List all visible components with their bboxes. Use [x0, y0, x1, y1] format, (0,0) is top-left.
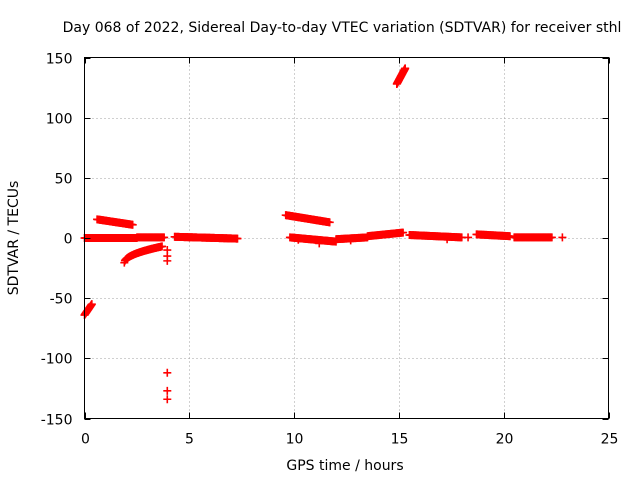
data-point-rise-to-15: [399, 228, 408, 237]
y-axis-title: SDTVAR / TECUs: [6, 181, 22, 296]
data-layer: [80, 64, 567, 404]
x-tick-label: 25: [601, 432, 619, 448]
data-point: [443, 235, 452, 244]
x-tick-label: 0: [81, 432, 90, 448]
data-point: [163, 256, 172, 265]
data-point-drop-early: [87, 300, 96, 309]
x-tick-label: 5: [185, 432, 194, 448]
x-tick-label: 20: [496, 432, 514, 448]
data-point: [163, 368, 172, 377]
data-point-arc-neg20-to-neg7: [158, 242, 167, 251]
data-point: [163, 395, 172, 404]
data-point-spike-15: [401, 64, 410, 73]
data-point: [464, 233, 473, 242]
data-point-near-zero-early-2: [160, 233, 169, 242]
data-point: [163, 386, 172, 395]
y-tick-label: -50: [50, 292, 73, 308]
y-tick-label: 0: [64, 232, 73, 248]
data-point-near-zero-21-22: [547, 233, 556, 242]
data-point: [346, 236, 355, 245]
data-point: [558, 233, 567, 242]
x-tick-label: 15: [391, 432, 409, 448]
data-point: [294, 235, 303, 244]
chart-title: Day 068 of 2022, Sidereal Day-to-day VTE…: [63, 20, 622, 36]
data-point: [315, 239, 324, 248]
x-tick-label: 10: [286, 432, 304, 448]
y-tick-label: 50: [55, 172, 73, 188]
data-point-arc-19-to-13: [325, 218, 334, 227]
y-tick-label: -150: [41, 413, 73, 429]
y-tick-label: 100: [46, 112, 73, 128]
tick-layer: -150 -100 -50 0 50 100 150 0 5 10 15 20 25: [41, 52, 619, 448]
y-tick-label: 150: [46, 52, 73, 68]
data-point-arc-15-to-11: [128, 220, 137, 229]
y-tick-label: -100: [41, 352, 73, 368]
data-point-near-zero-19-20: [505, 232, 514, 241]
data-point-near-zero-mid: [233, 234, 242, 243]
x-axis-title: GPS time / hours: [286, 458, 403, 474]
